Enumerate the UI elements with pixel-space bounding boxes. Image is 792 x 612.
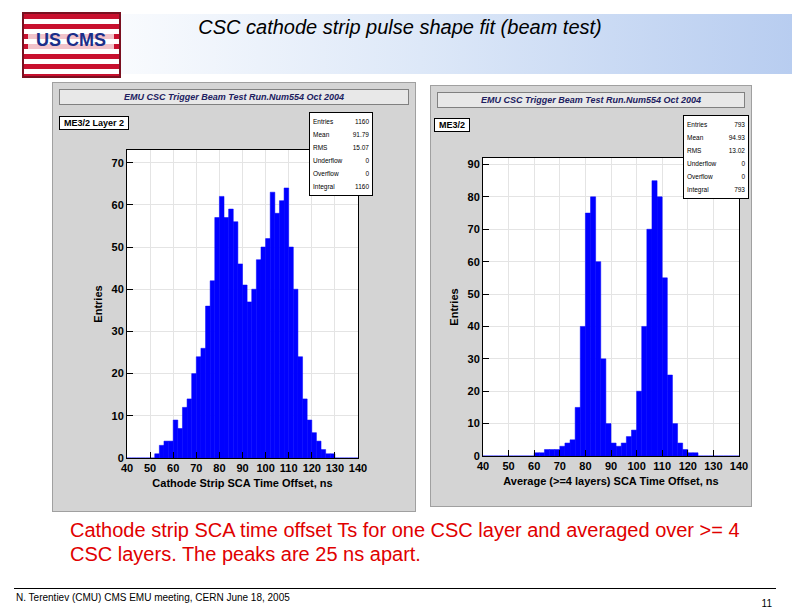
html-text:0: 0 [365,170,369,177]
svg-text:70: 70 [554,460,566,472]
html-text:RMS: RMS [313,144,328,151]
svg-text:60: 60 [468,256,480,268]
svg-text:Entries: Entries [92,285,104,322]
html-text:13.02: 13.02 [728,147,745,154]
svg-text:10: 10 [112,410,124,422]
html-text:Cathode strip SCA time offset: Cathode strip SCA time offset Ts for one… [70,519,740,565]
html-text:EMU CSC Trigger Beam Test Run.: EMU CSC Trigger Beam Test Run.Num554 Oct… [124,92,344,102]
html-text:15.07: 15.07 [352,144,369,151]
html-text:US CMS: US CMS [36,30,106,50]
html-text:CSC cathode strip pulse shape: CSC cathode strip pulse shape fit (beam … [198,16,602,38]
svg-text:40: 40 [121,462,133,474]
html-text:Mean: Mean [313,131,330,138]
svg-text:100: 100 [627,460,645,472]
svg-text:Average (>=4 layers) SCA Time: Average (>=4 layers) SCA Time Offset, ns [503,475,718,487]
svg-text:120: 120 [679,460,697,472]
svg-text:130: 130 [704,460,722,472]
html-text:EMU CSC Trigger Beam Test Run.: EMU CSC Trigger Beam Test Run.Num554 Oct… [481,95,701,105]
svg-text:130: 130 [326,462,344,474]
html-text:ME3/2: ME3/2 [439,120,465,130]
html-text:Integral: Integral [687,186,709,193]
svg-text:110: 110 [653,460,671,472]
svg-text:50: 50 [112,241,124,253]
html-text:1160: 1160 [355,118,369,125]
svg-text:120: 120 [303,462,321,474]
svg-text:40: 40 [468,320,480,332]
svg-text:30: 30 [112,325,124,337]
html-text:94.93: 94.93 [728,134,745,141]
html-text:0: 0 [365,157,369,164]
svg-text:140: 140 [730,460,748,472]
svg-text:40: 40 [477,460,489,472]
svg-text:0: 0 [118,452,124,464]
html-text:0: 0 [741,160,745,167]
svg-text:60: 60 [112,199,124,211]
html-text:ME3/2 Layer 2: ME3/2 Layer 2 [64,118,124,128]
svg-text:40: 40 [112,283,124,295]
html-text:11: 11 [761,598,772,609]
svg-text:10: 10 [468,417,480,429]
svg-text:20: 20 [468,385,480,397]
html-text:Underflow: Underflow [687,160,717,167]
svg-text:60: 60 [167,462,179,474]
svg-text:110: 110 [280,462,298,474]
html-text:Integral: Integral [313,183,335,190]
svg-text:20: 20 [112,367,124,379]
html-text:Entries: Entries [687,121,708,128]
svg-text:80: 80 [468,191,480,203]
svg-text:140: 140 [349,462,367,474]
svg-text:80: 80 [579,460,591,472]
html-text:Overflow: Overflow [687,173,713,180]
html-text:793: 793 [734,121,745,128]
svg-text:Cathode Strip SCA Time Offset,: Cathode Strip SCA Time Offset, ns [152,477,332,489]
svg-text:100: 100 [256,462,274,474]
svg-text:50: 50 [502,460,514,472]
html-text:Underflow: Underflow [313,157,343,164]
svg-text:90: 90 [605,460,617,472]
svg-text:50: 50 [144,462,156,474]
html-text:Entries: Entries [313,118,334,125]
html-text:RMS: RMS [687,147,702,154]
html-text:793: 793 [734,186,745,193]
svg-text:0: 0 [474,450,480,462]
svg-text:70: 70 [468,223,480,235]
html-text:Mean: Mean [687,134,704,141]
svg-text:Entries: Entries [448,288,460,325]
svg-text:70: 70 [112,157,124,169]
html-text:1160: 1160 [355,183,369,190]
html-text:Overflow: Overflow [313,170,339,177]
svg-text:80: 80 [213,462,225,474]
html-text:N. Terentiev (CMU) CMS EMU mee: N. Terentiev (CMU) CMS EMU meeting, CERN… [16,592,290,603]
svg-text:60: 60 [528,460,540,472]
svg-text:70: 70 [190,462,202,474]
svg-text:90: 90 [236,462,248,474]
html-text:0: 0 [741,173,745,180]
svg-text:90: 90 [468,158,480,170]
svg-text:50: 50 [468,288,480,300]
svg-text:30: 30 [468,353,480,365]
html-text:91.79: 91.79 [352,131,369,138]
